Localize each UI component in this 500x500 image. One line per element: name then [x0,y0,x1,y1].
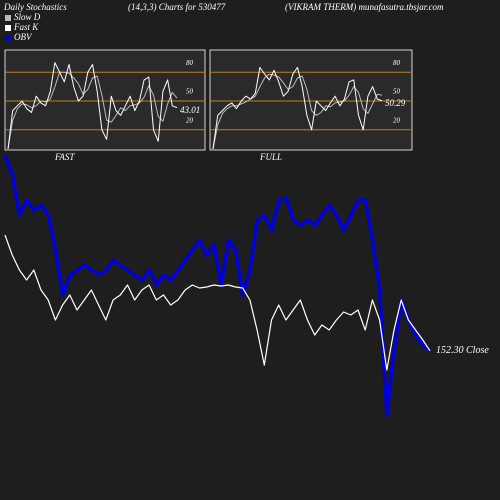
series-name-label: Close [466,345,489,356]
legend-label: Slow D [14,12,41,22]
series-line [212,66,383,150]
panel-title: FAST [54,152,75,162]
y-tick-label: 50 [186,88,194,96]
y-tick-label: 20 [393,116,401,124]
header-left: Daily Stochastics [3,2,67,12]
panel [209,49,413,151]
y-tick-label: 80 [393,59,401,67]
value-label: 152.30 [436,345,464,356]
series-line [7,62,178,150]
header-middle: (14,3,3) Charts for 530477 [128,2,226,12]
legend-label: Fast K [13,22,39,32]
series-line [212,73,383,150]
value-label: 43.01 [180,105,200,115]
value-label: 50.29 [385,98,406,108]
legend-label: OBV [14,32,33,42]
legend-marker [5,35,11,41]
panel-title: FULL [259,152,282,162]
y-tick-label: 80 [186,59,194,67]
series-line [7,71,178,150]
header-right: (VIKRAM THERM) munafasutra.tbsjar.com [285,2,444,12]
legend-marker [5,25,11,31]
series-line [3,154,431,417]
y-tick-label: 20 [186,116,194,124]
legend-marker [5,15,11,21]
series-line [4,234,431,371]
y-tick-label: 50 [393,88,401,96]
